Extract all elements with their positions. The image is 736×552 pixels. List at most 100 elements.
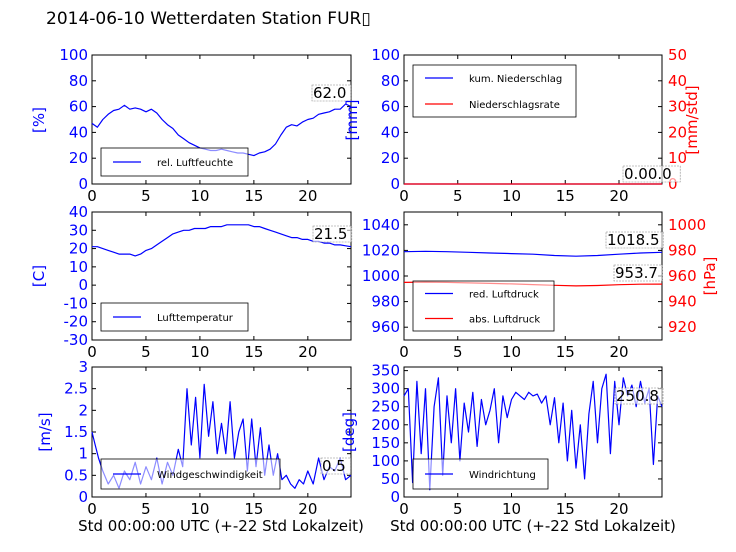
panel3-legend-label: Lufttemperatur — [157, 313, 234, 324]
panel1-y-tick-label: 100 — [59, 46, 88, 64]
panel4-annotation: 1018.5 — [607, 231, 660, 249]
panel4-series-line-1 — [403, 250, 663, 257]
panel2-y2-tick-label: 20 — [668, 123, 687, 141]
panel4-annotation-2: 953.7 — [615, 264, 658, 282]
panel5-x-tick-label: 15 — [244, 500, 263, 518]
panel2-x-tick-label: 0 — [399, 187, 409, 205]
panel4-y2-tick-label: 960 — [668, 267, 697, 285]
panel1-y-tick-label: 40 — [69, 123, 88, 141]
panel3-x-tick-label: 20 — [298, 343, 317, 361]
panel5-annotation-box — [320, 457, 351, 475]
panel5-y-tick-label: 1 — [78, 445, 88, 463]
panel5-y-tick-label: 2.5 — [64, 380, 88, 398]
panel1-x-tick-label: 15 — [244, 187, 263, 205]
panel2-x-tick-label: 20 — [609, 187, 628, 205]
panel2-y-tick-label: 80 — [381, 72, 400, 90]
panel2-y2-tick-label: 10 — [668, 149, 687, 167]
panel6-y-tick-label: 300 — [371, 380, 400, 398]
panel4-y2-tick-label: 980 — [668, 241, 697, 259]
panel2-y-tick-label: 0 — [390, 175, 400, 193]
panel6-series-line-1 — [403, 373, 663, 491]
panel3-y-tick-label: 10 — [69, 258, 88, 276]
panel1-y-tick-label: 0 — [78, 175, 88, 193]
panel2-y2-tick-label: 40 — [668, 72, 687, 90]
panel5-y-tick-label: 0 — [78, 488, 88, 506]
panel1-legend-label: rel. Luftfeuchte — [157, 158, 233, 169]
panel6-legend-label: Windrichtung — [469, 470, 536, 481]
panel4-y2-tick-label: 940 — [668, 293, 697, 311]
panel4-y-tick-label: 980 — [371, 293, 400, 311]
panel5-y-tick-label: 1.5 — [64, 423, 88, 441]
panel1-y-tick-label: 60 — [69, 98, 88, 116]
panel4-legend-box — [412, 280, 555, 332]
panel6-x-tick-label: 15 — [556, 500, 575, 518]
panel6-annotation: 250.8 — [616, 387, 659, 405]
panel6-y-tick-label: 100 — [371, 452, 400, 470]
panel4-y-tick-label: 960 — [371, 318, 400, 336]
panel5-legend-label: Windgeschwindigkeit — [157, 470, 263, 481]
panel4-y2-tick-label: 1000 — [668, 216, 706, 234]
panel4-y-tick-label: 1000 — [362, 267, 400, 285]
panel1-x-tick-label: 5 — [141, 187, 151, 205]
panel4-legend-label: red. Luftdruck — [469, 290, 539, 301]
panel3-x-tick-label: 0 — [87, 343, 97, 361]
panel1-y-label: [%] — [30, 107, 48, 133]
panel2-annotation: 0.00.0 — [624, 165, 672, 183]
panel6-y-label: [deg] — [340, 412, 358, 452]
panel3-y-tick-label: -20 — [64, 313, 89, 331]
panel1-x-tick-label: 20 — [298, 187, 317, 205]
panel4-x-tick-label: 5 — [453, 343, 463, 361]
panel2-y-label: [mm] — [343, 100, 361, 141]
panel5-y-tick-label: 3 — [78, 358, 88, 376]
panel6-x-tick-label: 10 — [502, 500, 521, 518]
panel4-y2-label: [hPa] — [701, 257, 719, 296]
panel4-legend-label: abs. Luftdruck — [469, 315, 540, 326]
panel5-x-tick-label: 5 — [141, 500, 151, 518]
panel2-y-tick-label: 60 — [381, 98, 400, 116]
panel6-x-tick-label: 0 — [399, 500, 409, 518]
panel4-x-tick-label: 0 — [399, 343, 409, 361]
panel3-y-tick-label: 20 — [69, 240, 88, 258]
panel1-x-tick-label: 10 — [190, 187, 209, 205]
panel5-x-tick-label: 20 — [298, 500, 317, 518]
panel4-y2-tick-label: 920 — [668, 318, 697, 336]
panel3-y-label: [C] — [30, 265, 48, 287]
panel1-x-tick-label: 0 — [87, 187, 97, 205]
panel3-x-tick-label: 15 — [244, 343, 263, 361]
panel2-y2-tick-label: 30 — [668, 98, 687, 116]
panel5-y-label: [m/s] — [36, 412, 54, 451]
panel2-x-tick-label: 10 — [502, 187, 521, 205]
panel1-annotation-box — [311, 84, 352, 102]
panel3-x-tick-label: 10 — [190, 343, 209, 361]
figure-title: 2014-06-10 Wetterdaten Station FUR▯ — [46, 9, 371, 29]
panel6-annotation-box — [614, 387, 664, 405]
panel5-y-tick-label: 2 — [78, 401, 88, 419]
panel6-y-tick-label: 150 — [371, 434, 400, 452]
panel2-legend-label: Niederschlagsrate — [469, 100, 560, 111]
panel6-y-tick-label: 350 — [371, 362, 400, 380]
panel4-x-tick-label: 20 — [609, 343, 628, 361]
panel2-y-tick-label: 20 — [381, 149, 400, 167]
panel2-y2-tick-label: 50 — [668, 46, 687, 64]
panel3-y-tick-label: 40 — [69, 203, 88, 221]
panel4-x-tick-label: 10 — [502, 343, 521, 361]
panel2-annotation-box — [622, 165, 681, 183]
panel2-y2-label: [mm/std] — [683, 85, 701, 154]
panel5-annotation: 0.5 — [322, 457, 346, 475]
panel4-y-tick-label: 1020 — [362, 241, 400, 259]
panel2-x-tick-label: 15 — [556, 187, 575, 205]
panel1-y-tick-label: 20 — [69, 149, 88, 167]
panel3-series-line-1 — [92, 224, 352, 257]
panel3-annotation-box — [312, 225, 353, 243]
panel6-y-tick-label: 200 — [371, 416, 400, 434]
panel3-y-tick-label: -10 — [64, 294, 89, 312]
panel6-x-tick-label: 20 — [609, 500, 628, 518]
panel2-x-tick-label: 5 — [453, 187, 463, 205]
panel1-annotation: 62.0 — [313, 84, 346, 102]
panel4-annotation-2-box — [613, 264, 663, 282]
panel6-y-tick-label: 0 — [390, 488, 400, 506]
panel4-y-tick-label: 1040 — [362, 216, 400, 234]
panel5-y-tick-label: 0.5 — [64, 466, 88, 484]
